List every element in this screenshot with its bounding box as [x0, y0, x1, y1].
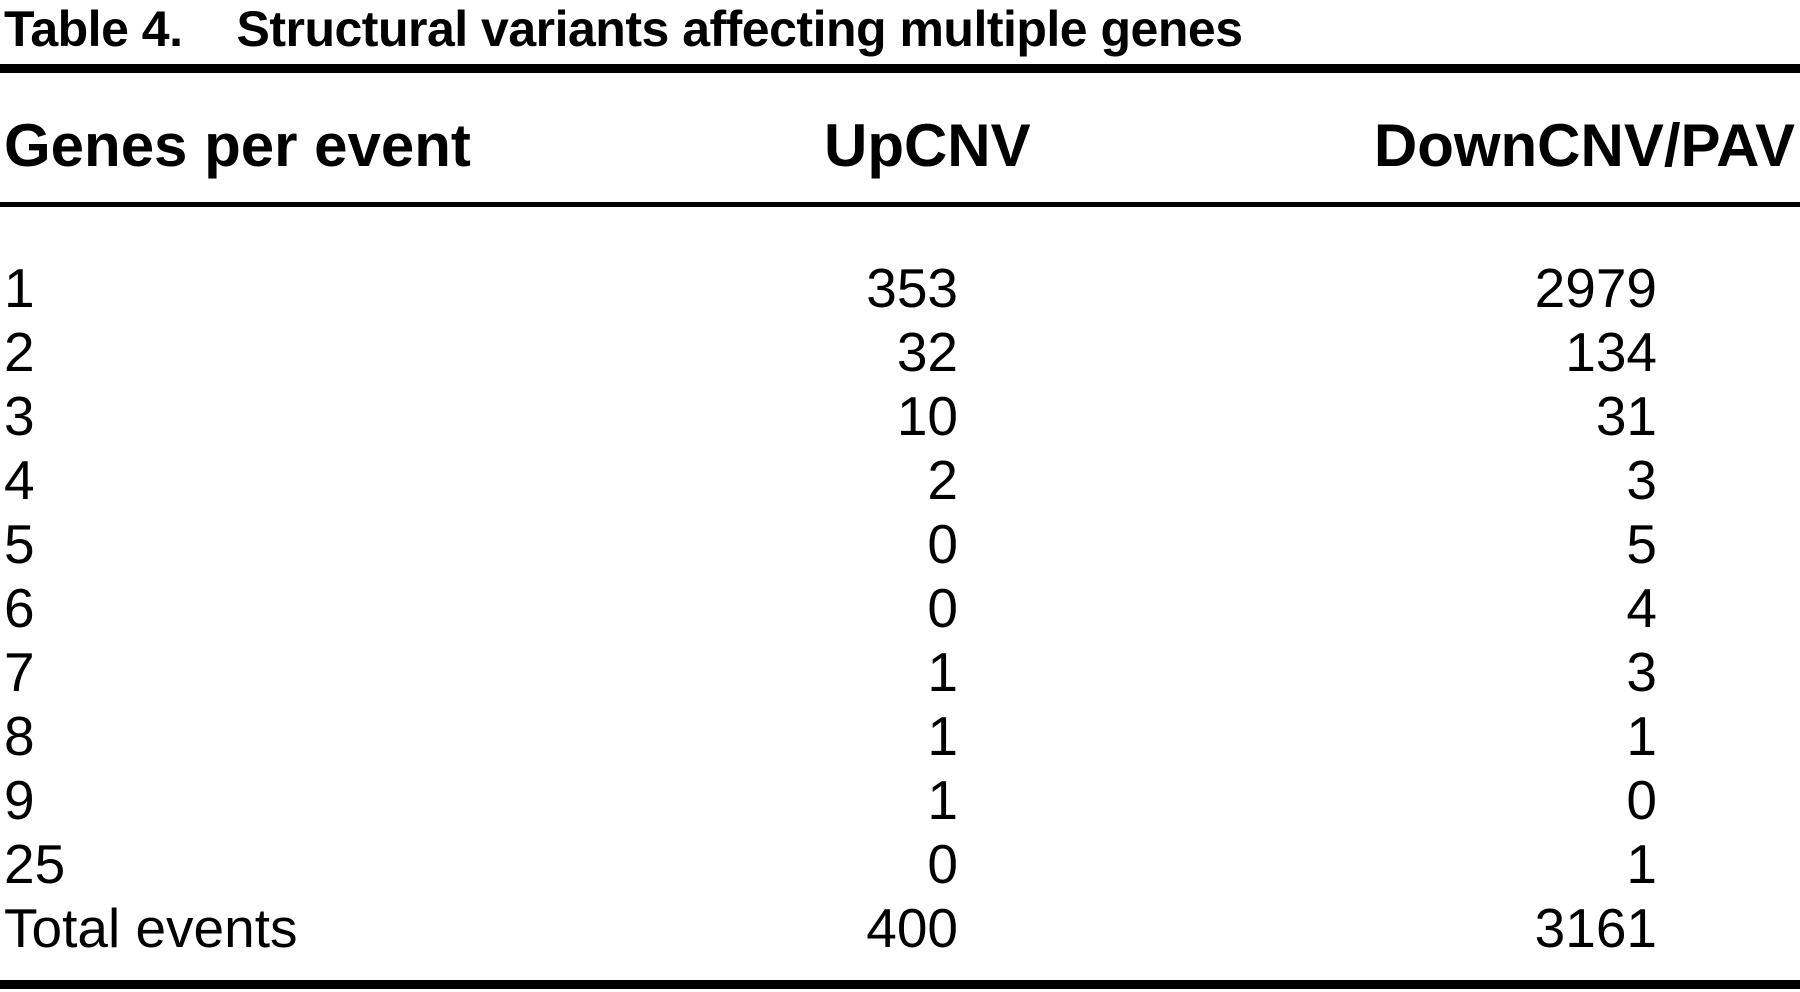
- downcnv-cell: 2979: [1534, 257, 1657, 319]
- table-row: 3 10 31: [0, 384, 1800, 448]
- downcnv-cell: 0: [1626, 769, 1657, 831]
- upcnv-cell: 2: [927, 449, 958, 511]
- genes-per-event-cell: 7: [4, 641, 35, 703]
- genes-per-event-cell: 3: [4, 385, 35, 447]
- genes-per-event-cell: 25: [4, 833, 66, 895]
- downcnv-cell: 3: [1626, 641, 1657, 703]
- upcnv-cell: 0: [927, 577, 958, 639]
- table-header-row: Genes per event UpCNV DownCNV/PAV: [0, 73, 1800, 202]
- downcnv-total-cell: 3161: [1534, 897, 1657, 959]
- upcnv-cell: 1: [927, 705, 958, 767]
- table-body: 1 353 2979 2 32 134 3 10 31 4 2 3 5 0 5 …: [0, 207, 1800, 960]
- total-events-label-cell: Total events: [4, 897, 298, 959]
- genes-per-event-cell: 1: [4, 257, 35, 319]
- table-row: 4 2 3: [0, 448, 1800, 512]
- header-rule: [0, 202, 1800, 207]
- upcnv-cell: 32: [896, 321, 958, 383]
- table-row: 8 1 1: [0, 704, 1800, 768]
- upcnv-cell: 10: [896, 385, 958, 447]
- downcnv-cell: 1: [1626, 833, 1657, 895]
- upcnv-cell: 1: [927, 641, 958, 703]
- column-header-upcnv: UpCNV: [824, 112, 1031, 179]
- table-row: 1 353 2979: [0, 256, 1800, 320]
- upcnv-cell: 0: [927, 513, 958, 575]
- genes-per-event-cell: 4: [4, 449, 35, 511]
- genes-per-event-cell: 8: [4, 705, 35, 767]
- column-header-genes-per-event: Genes per event: [4, 112, 471, 179]
- table-row-total: Total events 400 3161: [0, 896, 1800, 960]
- table-header: Genes per event UpCNV DownCNV/PAV: [0, 73, 1800, 202]
- downcnv-cell: 3: [1626, 449, 1657, 511]
- genes-per-event-cell: 9: [4, 769, 35, 831]
- upcnv-cell: 353: [866, 257, 958, 319]
- upcnv-cell: 0: [927, 833, 958, 895]
- downcnv-cell: 134: [1565, 321, 1657, 383]
- genes-per-event-cell: 5: [4, 513, 35, 575]
- upcnv-cell: 1: [927, 769, 958, 831]
- downcnv-cell: 4: [1626, 577, 1657, 639]
- table-row: 5 0 5: [0, 512, 1800, 576]
- table-row: 2 32 134: [0, 320, 1800, 384]
- table-caption-text: Structural variants affecting multiple g…: [236, 1, 1243, 57]
- table-caption-label: Table 4.: [4, 1, 183, 57]
- upcnv-total-cell: 400: [866, 897, 958, 959]
- table-caption: Table 4. Structural variants affecting mu…: [4, 0, 1800, 62]
- genes-per-event-cell: 6: [4, 577, 35, 639]
- bottom-rule: [0, 980, 1800, 989]
- column-header-downcnv-pav: DownCNV/PAV: [1373, 112, 1795, 179]
- table-row: 25 0 1: [0, 832, 1800, 896]
- top-rule: [0, 64, 1800, 73]
- downcnv-cell: 1: [1626, 705, 1657, 767]
- table-row: 9 1 0: [0, 768, 1800, 832]
- table-row: 7 1 3: [0, 640, 1800, 704]
- genes-per-event-cell: 2: [4, 321, 35, 383]
- downcnv-cell: 5: [1626, 513, 1657, 575]
- downcnv-cell: 31: [1595, 385, 1657, 447]
- table-row: 6 0 4: [0, 576, 1800, 640]
